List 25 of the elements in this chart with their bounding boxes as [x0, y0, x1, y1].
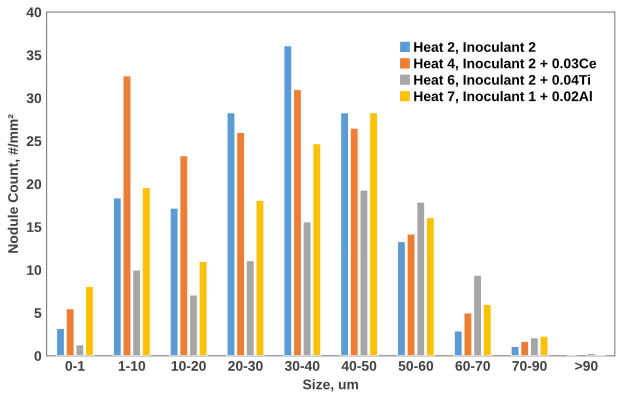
x-tick-label: 10-20 [172, 361, 206, 371]
y-axis-title: Nodule Count, #/mm² [8, 114, 20, 253]
x-tick-label: 40-50 [342, 361, 376, 371]
x-tick-label: 0-1 [66, 361, 85, 371]
x-tick-label: 70-90 [512, 361, 547, 371]
x-axis-title: Size, um [302, 379, 358, 392]
x-tick-label: 30-40 [284, 361, 320, 371]
x-tick-label: 1-10 [118, 361, 146, 371]
y-tick-label: 25 [26, 136, 42, 146]
y-tick-label: 0 [34, 351, 42, 361]
y-tick-label: 30 [26, 93, 42, 104]
y-tick-label: 10 [27, 265, 42, 276]
x-tick-label: 60-70 [455, 361, 490, 371]
x-tick-label: 50-60 [398, 361, 434, 371]
y-tick-label: 20 [26, 179, 42, 190]
y-tick-label: 40 [26, 7, 42, 18]
legend-label: Heat 4, Inoculant 2 + 0.03Ce [414, 58, 596, 70]
legend-label: Heat 2, Inoculant 2 [414, 42, 536, 54]
x-tick-label: 20-30 [228, 361, 263, 371]
x-tick-label: >90 [575, 361, 598, 371]
y-tick-label: 5 [34, 308, 42, 318]
y-tick-label: 15 [27, 222, 42, 232]
y-tick-label: 35 [26, 50, 42, 60]
legend-label: Heat 7, Inoculant 1 + 0.02Al [414, 91, 592, 104]
legend-label: Heat 6, Inoculant 2 + 0.04Ti [414, 74, 590, 87]
